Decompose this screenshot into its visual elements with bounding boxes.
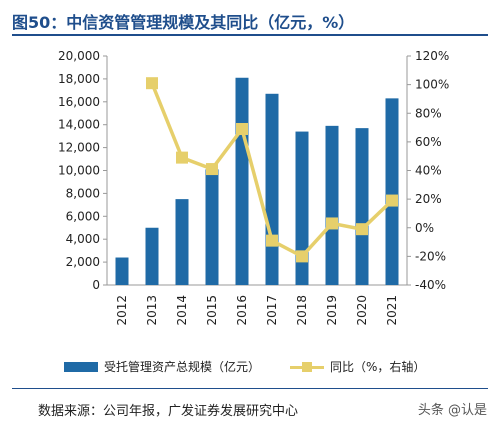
x-tick-label: 2017 bbox=[265, 295, 279, 326]
chart-title: 图50：中信资管管理规模及其同比（亿元，%） bbox=[12, 13, 355, 32]
left-tick-label: 20,000 bbox=[58, 49, 100, 63]
left-tick-label: 16,000 bbox=[58, 95, 100, 109]
legend-bar-label: 受托管理资产总规模（亿元） bbox=[104, 360, 261, 374]
legend-bar-swatch bbox=[64, 361, 98, 372]
line-point bbox=[266, 234, 278, 247]
right-tick-label: -20% bbox=[415, 249, 446, 263]
title-divider bbox=[12, 34, 488, 36]
watermark: 头条 @认是 bbox=[417, 403, 487, 418]
line-point bbox=[146, 77, 158, 90]
bar bbox=[145, 227, 159, 285]
x-tick-label: 2013 bbox=[145, 295, 159, 326]
line-point bbox=[296, 250, 308, 263]
legend: 受托管理资产总规模（亿元） 同比（%，右轴） bbox=[0, 356, 499, 378]
left-tick-label: 12,000 bbox=[58, 141, 100, 155]
right-tick-label: 40% bbox=[415, 164, 442, 178]
bar bbox=[295, 131, 309, 285]
legend-item-line: 同比（%，右轴） bbox=[290, 358, 425, 375]
bar bbox=[325, 125, 339, 285]
bar bbox=[235, 77, 249, 285]
chart-area: 0 2,000 4,000 6,000 8,000 10,000 12,000 14,000 1… bbox=[58, 49, 449, 326]
line-point bbox=[326, 217, 338, 230]
x-tick-label: 2018 bbox=[295, 295, 309, 326]
line-point bbox=[176, 151, 188, 164]
left-tick-label: 8,000 bbox=[66, 186, 100, 200]
left-tick-label: 18,000 bbox=[58, 72, 100, 86]
line-point bbox=[206, 163, 218, 176]
x-tick-label: 2015 bbox=[205, 295, 219, 326]
right-tick-label: 60% bbox=[415, 135, 442, 149]
line-point bbox=[236, 122, 248, 135]
right-tick-label: 80% bbox=[415, 106, 442, 120]
line-point bbox=[356, 223, 368, 236]
bar bbox=[265, 93, 279, 285]
left-tick-label: 4,000 bbox=[66, 232, 100, 246]
x-tick-label: 2014 bbox=[175, 295, 189, 326]
right-tick-label: 20% bbox=[415, 192, 442, 206]
left-tick-label: 0 bbox=[92, 278, 100, 292]
left-tick-label: 6,000 bbox=[66, 209, 100, 223]
legend-line-label: 同比（%，右轴） bbox=[330, 360, 426, 374]
x-tick-label: 2021 bbox=[385, 295, 399, 326]
x-tick-label: 2019 bbox=[325, 295, 339, 326]
right-tick-label: 100% bbox=[415, 78, 449, 92]
line-point bbox=[386, 194, 398, 207]
bar bbox=[175, 199, 189, 285]
left-tick-label: 2,000 bbox=[66, 255, 100, 269]
left-tick-label: 10,000 bbox=[58, 164, 100, 178]
x-tick-label: 2020 bbox=[355, 295, 369, 326]
bar bbox=[385, 98, 399, 285]
bar bbox=[355, 128, 369, 285]
bar bbox=[205, 169, 219, 285]
right-tick-label: -40% bbox=[415, 278, 446, 292]
x-tick-label: 2016 bbox=[235, 295, 249, 326]
right-tick-label: 0% bbox=[415, 221, 434, 235]
legend-line-swatch bbox=[290, 361, 324, 372]
bar bbox=[115, 257, 129, 285]
x-tick-label: 2012 bbox=[115, 295, 129, 326]
source-note: 数据来源：公司年报，广发证券发展研究中心 bbox=[38, 404, 299, 419]
left-tick-label: 14,000 bbox=[58, 118, 100, 132]
right-tick-label: 120% bbox=[415, 49, 449, 63]
legend-item-bar: 受托管理资产总规模（亿元） bbox=[64, 358, 260, 375]
source-divider bbox=[12, 388, 488, 389]
